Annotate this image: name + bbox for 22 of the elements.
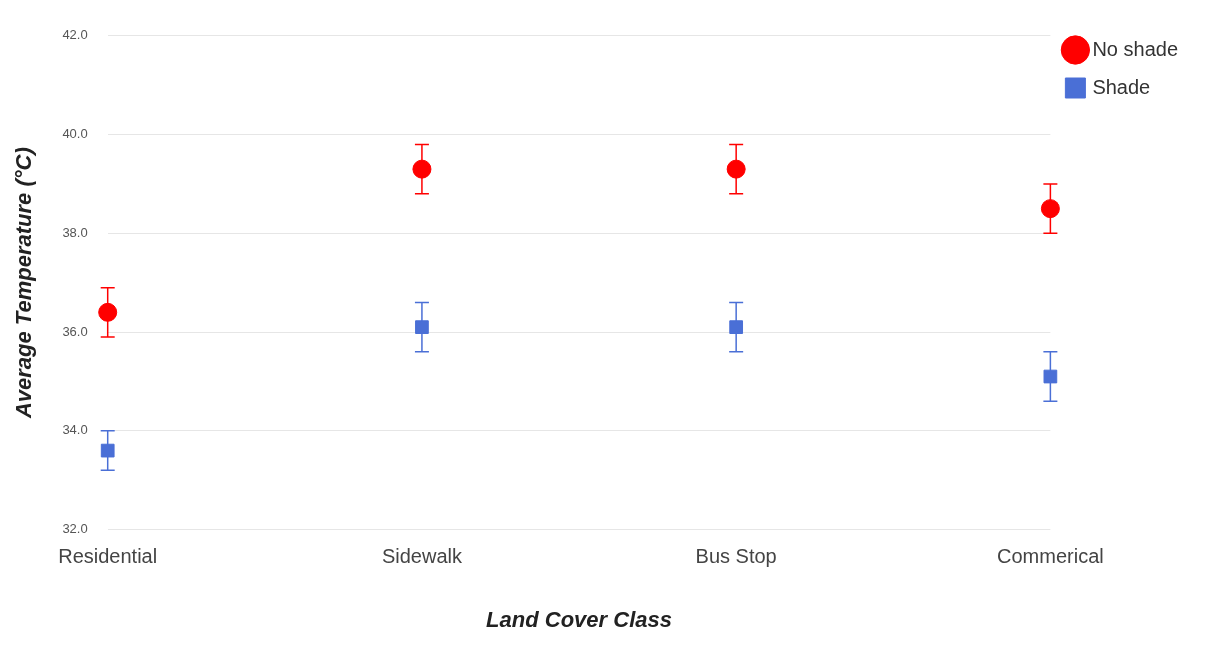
x-tick-label: Sidewalk [381, 545, 463, 568]
point [726, 159, 746, 179]
legend-label: Shade [1092, 75, 1151, 98]
y-tick-label: 32.0 [62, 521, 88, 537]
point [415, 320, 429, 335]
point [729, 320, 744, 335]
point [1043, 369, 1058, 384]
y-tick-label: 36.0 [62, 323, 88, 339]
point [100, 443, 115, 458]
x-tick-label: Commerical [997, 545, 1104, 568]
x-tick-label: Bus Stop [695, 545, 777, 568]
x-tick-label: Residential [58, 545, 158, 568]
point [412, 159, 432, 179]
y-tick-label: 40.0 [62, 126, 88, 142]
y-tick-label: 38.0 [62, 224, 88, 240]
y-axis-title: Average Temperature (°C) [11, 147, 37, 420]
legend-label: No shade [1092, 37, 1179, 60]
point [1040, 199, 1060, 219]
x-axis-title: Land Cover Class [486, 606, 672, 632]
y-tick-label: 34.0 [62, 422, 88, 438]
y-tick-label: 42.0 [62, 27, 88, 43]
point [98, 302, 118, 322]
